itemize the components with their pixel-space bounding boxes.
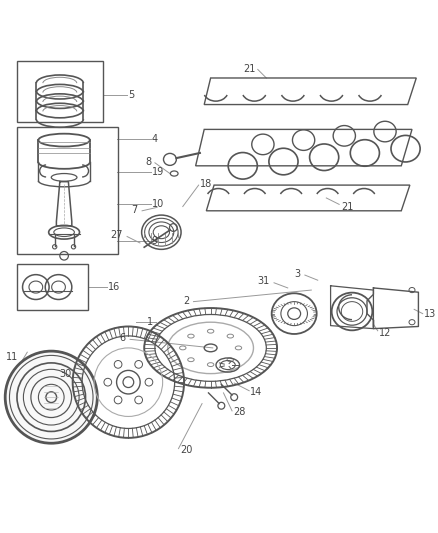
Ellipse shape <box>5 351 97 443</box>
Bar <box>17 264 88 310</box>
Text: 13: 13 <box>424 310 436 319</box>
Bar <box>17 61 102 122</box>
Text: 2: 2 <box>183 296 189 306</box>
Text: 31: 31 <box>258 277 270 287</box>
Text: 7: 7 <box>131 205 138 214</box>
Text: 5: 5 <box>128 90 134 100</box>
Text: 8: 8 <box>146 157 152 166</box>
Text: 20: 20 <box>180 445 192 455</box>
Text: 11: 11 <box>6 352 18 362</box>
Text: 21: 21 <box>243 63 255 74</box>
Bar <box>17 127 118 254</box>
Text: 21: 21 <box>341 203 353 212</box>
Text: 6: 6 <box>120 333 126 343</box>
Text: 27: 27 <box>110 230 123 240</box>
Text: 4: 4 <box>152 134 158 144</box>
Text: 9: 9 <box>152 236 158 246</box>
Text: 12: 12 <box>378 328 391 338</box>
Text: 3: 3 <box>294 269 300 279</box>
Text: 28: 28 <box>233 407 245 417</box>
Text: 10: 10 <box>152 199 164 209</box>
Text: 16: 16 <box>108 282 120 292</box>
Text: 18: 18 <box>200 179 212 189</box>
Text: 19: 19 <box>152 167 164 177</box>
Text: 30: 30 <box>59 369 71 379</box>
Text: 1: 1 <box>147 317 153 327</box>
Text: 14: 14 <box>250 387 262 397</box>
